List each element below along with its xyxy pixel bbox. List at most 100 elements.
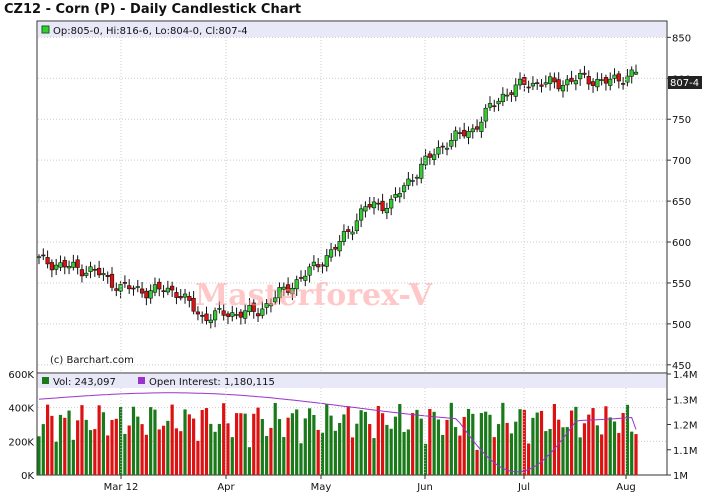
volume-bar: [539, 410, 544, 475]
candle-down: [114, 288, 119, 291]
candle-up: [294, 279, 299, 290]
x-tick-label: Jun: [416, 482, 433, 493]
volume-bar: [514, 421, 518, 475]
volume-bar: [58, 414, 63, 475]
volume-bar: [411, 413, 415, 475]
price-tick-label: 450: [672, 361, 691, 372]
candle-down: [174, 292, 179, 298]
volume-bar: [192, 418, 196, 475]
copyright: (c) Barchart.com: [50, 355, 134, 366]
volume-bar: [617, 433, 621, 475]
candle-up: [101, 273, 106, 276]
candle-down: [556, 79, 561, 90]
volume-bar: [492, 437, 496, 475]
volume-bar: [363, 411, 368, 475]
volume-bar: [557, 419, 561, 475]
volume-bar: [380, 413, 385, 475]
volume-bar: [41, 424, 45, 475]
candle-down: [522, 77, 527, 85]
volume-legend-swatch: [42, 377, 49, 384]
volume-bar: [436, 419, 441, 475]
volume-bar: [54, 441, 58, 475]
watermark: Masterforex-V: [195, 278, 433, 313]
candle-up: [324, 255, 329, 267]
volume-bar: [587, 414, 591, 475]
volume-bar: [454, 427, 458, 475]
candle-up: [212, 310, 218, 321]
volume-bar: [119, 407, 123, 475]
candle-down: [161, 290, 166, 292]
volume-bar: [552, 404, 556, 475]
ohlc-legend-text: Op:805-0, Hi:816-6, Lo:804-0, Cl:807-4: [53, 26, 248, 37]
volume-bar: [531, 417, 535, 475]
volume-bar: [93, 429, 97, 475]
volume-bar: [123, 433, 127, 475]
candle-down: [251, 302, 256, 312]
volume-tick-label: 600K: [8, 370, 34, 381]
volume-bar: [114, 418, 118, 475]
candle-down: [367, 204, 372, 208]
volume-bar: [166, 420, 170, 475]
candle-down: [105, 275, 110, 277]
volume-bar: [71, 439, 75, 475]
volume-bar: [432, 411, 436, 475]
candle-down: [109, 273, 115, 288]
volume-bar: [484, 411, 488, 475]
volume-bar: [50, 415, 54, 475]
volume-bar: [578, 437, 582, 475]
price-tick-label: 650: [672, 197, 691, 208]
volume-bar: [88, 430, 93, 475]
oi-tick-label: 1.3M: [673, 395, 698, 406]
volume-bar: [187, 414, 191, 475]
volume-bar: [441, 434, 445, 475]
volume-bar: [630, 431, 634, 475]
volume-bar: [544, 431, 548, 475]
candle-down: [255, 313, 261, 317]
candle-up: [436, 147, 441, 155]
price-panel: [36, 20, 668, 374]
volume-bar: [479, 413, 483, 475]
last-price-marker: 807-4: [668, 76, 702, 89]
candle-down: [316, 264, 321, 268]
volume-bar: [110, 420, 114, 475]
candle-up: [578, 72, 583, 80]
x-tick-label: Jul: [517, 482, 530, 493]
volume-bar: [350, 437, 355, 475]
volume-bar: [37, 436, 41, 475]
candle-down: [590, 81, 596, 86]
candle-up: [165, 287, 170, 293]
candle-down: [474, 126, 480, 130]
candle-up: [530, 82, 536, 87]
candle-down: [380, 200, 385, 212]
candle-down: [539, 84, 544, 87]
candle-up: [612, 74, 617, 79]
candle-down: [346, 229, 351, 232]
volume-bar: [462, 416, 466, 475]
candle-up: [423, 155, 428, 166]
candle-up: [595, 79, 600, 88]
candle-down: [122, 281, 127, 284]
candle-up: [54, 264, 59, 270]
candle-up: [354, 220, 359, 232]
volume-bar: [415, 409, 419, 475]
candle-up: [268, 303, 274, 307]
volume-bar: [84, 419, 88, 475]
candle-up: [573, 80, 578, 85]
volume-bar: [385, 424, 389, 475]
candle-up: [466, 131, 471, 138]
volume-bar: [325, 403, 329, 475]
volume-bar: [45, 404, 50, 475]
volume-bar: [342, 414, 346, 475]
volume-bar: [393, 416, 398, 475]
volume-axis: 600K 400K 200K 0K 1.4M 1.3M 1.2M 1.1M 1M: [8, 370, 697, 482]
candle-up: [505, 94, 510, 97]
candle-up: [517, 78, 523, 86]
candle-up: [88, 266, 93, 272]
candle-down: [526, 86, 531, 89]
volume-bar: [449, 402, 453, 475]
volume-bar: [501, 402, 505, 475]
volume-bar: [196, 440, 200, 475]
price-tick-label: 500: [672, 320, 691, 331]
volume-bar: [346, 406, 350, 475]
volume-bar: [312, 414, 316, 475]
